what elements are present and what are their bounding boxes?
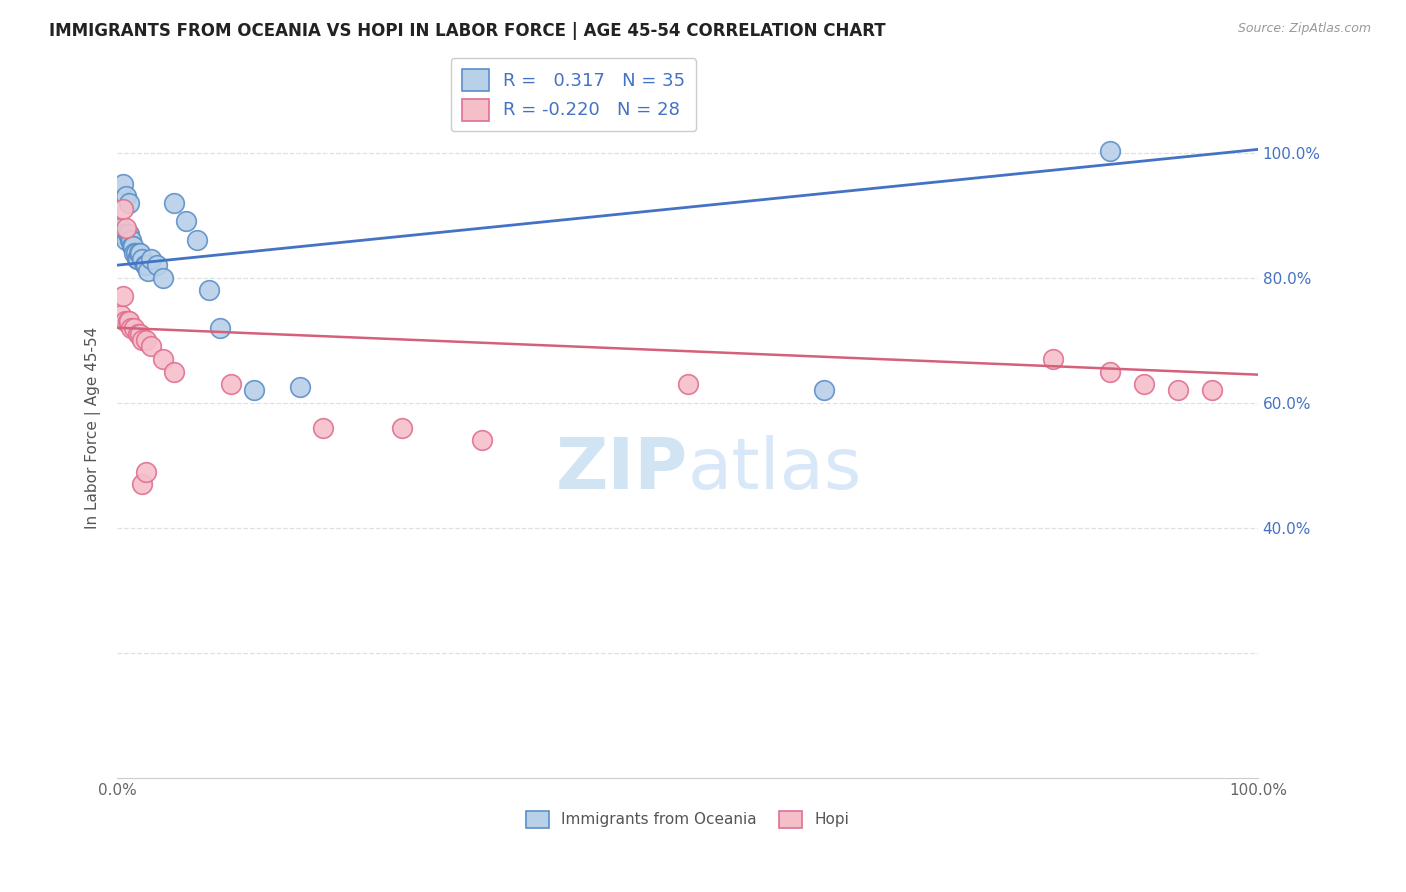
Point bbox=[129, 245, 152, 260]
Point bbox=[135, 465, 157, 479]
Point bbox=[152, 351, 174, 366]
Point bbox=[288, 380, 311, 394]
Point bbox=[114, 227, 136, 241]
Point bbox=[813, 384, 835, 398]
Point bbox=[121, 239, 143, 253]
Point bbox=[128, 245, 150, 260]
Point bbox=[131, 252, 153, 266]
Point bbox=[1098, 365, 1121, 379]
Point bbox=[125, 252, 148, 266]
Point bbox=[221, 377, 243, 392]
Point bbox=[118, 195, 141, 210]
Text: Source: ZipAtlas.com: Source: ZipAtlas.com bbox=[1237, 22, 1371, 36]
Point bbox=[243, 384, 266, 398]
Point bbox=[127, 326, 149, 341]
Point bbox=[120, 320, 142, 334]
Point bbox=[311, 421, 333, 435]
Point bbox=[1201, 384, 1223, 398]
Point bbox=[146, 258, 169, 272]
Point bbox=[135, 258, 157, 272]
Point bbox=[108, 220, 131, 235]
Point bbox=[111, 227, 134, 241]
Point bbox=[111, 289, 134, 303]
Point bbox=[118, 227, 141, 241]
Point bbox=[111, 177, 134, 191]
Point bbox=[129, 326, 152, 341]
Point bbox=[124, 245, 146, 260]
Point bbox=[471, 434, 494, 448]
Point bbox=[163, 365, 186, 379]
Point bbox=[136, 264, 159, 278]
Point bbox=[110, 308, 132, 322]
Point bbox=[122, 239, 145, 253]
Point bbox=[141, 339, 163, 353]
Text: IMMIGRANTS FROM OCEANIA VS HOPI IN LABOR FORCE | AGE 45-54 CORRELATION CHART: IMMIGRANTS FROM OCEANIA VS HOPI IN LABOR… bbox=[49, 22, 886, 40]
Point bbox=[152, 270, 174, 285]
Point bbox=[1133, 377, 1156, 392]
Point bbox=[1042, 351, 1064, 366]
Point bbox=[391, 421, 413, 435]
Point bbox=[186, 233, 208, 247]
Point bbox=[1098, 144, 1121, 158]
Point bbox=[118, 314, 141, 328]
Point bbox=[135, 333, 157, 347]
Point bbox=[174, 214, 197, 228]
Point bbox=[114, 314, 136, 328]
Point bbox=[120, 233, 142, 247]
Text: ZIP: ZIP bbox=[555, 435, 688, 504]
Point bbox=[676, 377, 699, 392]
Point bbox=[124, 320, 146, 334]
Y-axis label: In Labor Force | Age 45-54: In Labor Force | Age 45-54 bbox=[86, 326, 101, 529]
Point bbox=[115, 233, 138, 247]
Point bbox=[131, 333, 153, 347]
Point bbox=[115, 189, 138, 203]
Point bbox=[115, 220, 138, 235]
Point bbox=[208, 320, 231, 334]
Point bbox=[141, 252, 163, 266]
Point bbox=[117, 314, 139, 328]
Point bbox=[124, 245, 146, 260]
Point bbox=[118, 233, 141, 247]
Point bbox=[111, 202, 134, 216]
Point bbox=[163, 195, 186, 210]
Text: atlas: atlas bbox=[688, 435, 862, 504]
Legend: Immigrants from Oceania, Hopi: Immigrants from Oceania, Hopi bbox=[520, 805, 855, 834]
Point bbox=[1167, 384, 1189, 398]
Point bbox=[117, 227, 139, 241]
Point bbox=[127, 252, 149, 266]
Point bbox=[131, 477, 153, 491]
Point bbox=[134, 258, 156, 272]
Point bbox=[197, 283, 219, 297]
